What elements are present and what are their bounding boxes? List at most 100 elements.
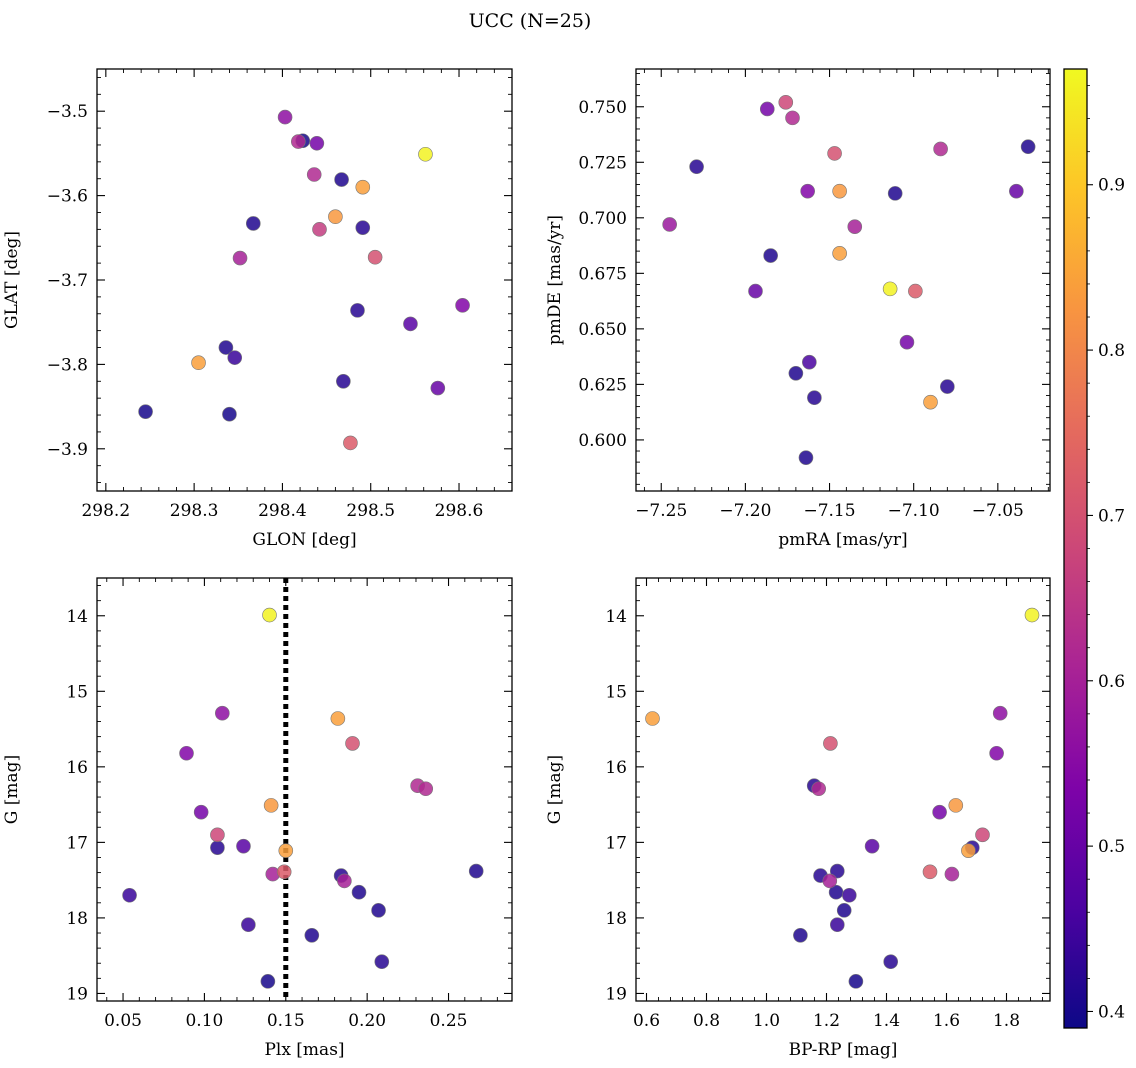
data-point [191,355,206,371]
data-point [823,736,838,751]
data-point [829,863,845,879]
data-point [788,365,804,381]
data-point [345,736,360,751]
data-point [899,334,915,350]
y-tick-label: 14 [605,607,627,627]
plot-frame [635,577,1051,1002]
y-axis-label: G [mag] [545,755,565,824]
data-point [328,209,343,224]
data-point [367,249,383,265]
x-tick-label: 1.4 [873,1011,900,1031]
data-point [932,804,947,820]
data-point [334,172,349,187]
x-axis-label: Plx [mas] [264,1040,344,1060]
x-axis-label: pmRA [mas/yr] [778,530,907,550]
data-point [887,186,903,201]
y-tick-label: 0.700 [578,209,627,229]
data-point [961,843,976,858]
data-point [836,903,852,918]
data-point [276,864,292,880]
data-point [277,109,293,125]
data-point [138,404,153,419]
data-point [922,864,938,880]
data-point [1009,183,1024,199]
data-point [210,827,225,843]
data-point [215,705,230,721]
data-point [312,222,327,237]
data-point [944,866,960,882]
x-tick-label: 0.6 [633,1011,660,1031]
data-point [245,216,261,231]
data-point [847,219,863,234]
y-tick-label: 0.725 [578,153,627,173]
data-point [748,283,763,299]
y-tick-label: 17 [66,833,88,853]
data-point [908,283,923,299]
x-tick-label: −7.05 [972,501,1024,521]
data-point [785,110,800,126]
y-tick-label: 15 [66,682,88,702]
data-point [645,711,660,726]
y-tick-label: 19 [66,984,88,1004]
data-point [210,840,225,855]
data-point [992,705,1008,721]
data-point [179,745,194,761]
x-tick-label: −7.25 [635,501,687,521]
x-tick-label: 298.5 [346,501,395,521]
data-point [923,394,938,410]
figure-title: UCC (N=25) [469,10,592,32]
data-point [418,781,434,797]
colorbar-tick-label: 0.5 [1098,837,1125,857]
data-point [778,95,794,110]
data-point [975,827,990,843]
data-point [430,380,446,396]
colorbar-gradient [1063,68,1088,1029]
data-point [827,146,842,161]
x-tick-label: 0.20 [348,1011,386,1031]
x-tick-label: −7.15 [803,501,855,521]
x-tick-label: 298.4 [258,501,307,521]
data-point [689,159,704,175]
data-point [371,903,386,918]
data-point [798,450,814,465]
data-point [802,354,817,370]
data-point [759,101,775,117]
data-point [263,798,279,813]
data-point [989,745,1004,761]
data-point [883,954,899,970]
panel-plx-g: 0.05 0.10 0.15 0.20 0.25 14 15 16 17 18 19 Plx [mas… [2,577,513,1060]
data-point [418,146,433,162]
colorbar-tick-label: 0.8 [1098,341,1125,361]
y-tick-label: 0.600 [578,431,627,451]
data-point [468,863,484,879]
data-point [343,435,358,451]
x-axis-label: BP-RP [mag] [789,1040,898,1060]
data-point [304,927,320,943]
y-tick-label: 14 [66,607,88,627]
y-tick-label: 18 [66,909,88,929]
x-tick-label: 298.2 [81,501,130,521]
colorbar-tick-label: 0.4 [1098,1002,1125,1022]
data-point [864,838,880,854]
data-point [355,179,371,195]
y-tick-label: −3.8 [47,355,88,375]
y-axis-label: pmDE [mas/yr] [545,215,565,345]
data-point [350,303,365,318]
data-point [948,798,964,813]
data-point [260,974,276,989]
data-point [1024,607,1040,623]
x-tick-label: 0.10 [185,1011,223,1031]
y-tick-label: 0.750 [578,98,627,118]
data-point [122,887,137,903]
data-point [330,711,346,726]
data-point [222,406,237,422]
panel-pmra-pmde: −7.25 −7.20 −7.15 −7.10 −7.05 0.600 0.625 0.650… [545,68,1051,550]
data-point [218,340,234,355]
data-point [800,183,815,199]
y-tick-label: 19 [605,984,627,1004]
panel-glon-glat: 298.2 298.3 298.4 298.5 298.6 −3.5 −3.6 −3.7 −3.… [2,68,513,550]
data-point [236,838,251,854]
data-point [832,246,847,261]
data-point [793,927,808,943]
x-tick-label: 0.8 [693,1011,720,1031]
